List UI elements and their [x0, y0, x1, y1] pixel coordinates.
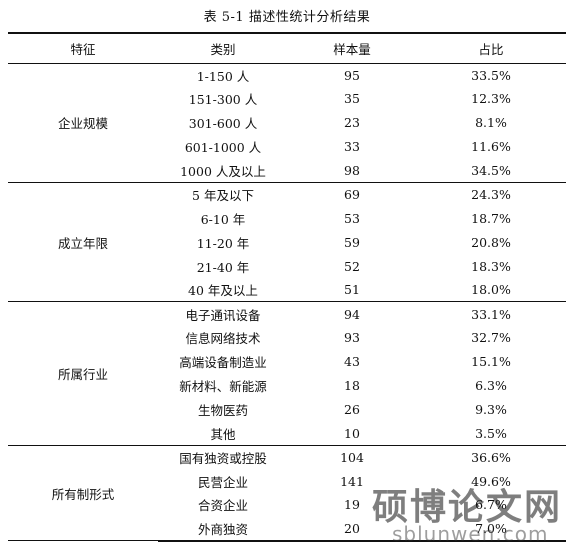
sample-size-cell: 19	[344, 497, 360, 513]
group-3: 所有制形式 国有独资或控股 104 36.6% 民营企业 141 49.6% 合资企业 19 6.…	[8, 445, 566, 542]
group-label: 所属行业	[8, 301, 158, 446]
group-2: 所属行业 电子通讯设备 94 33.1% 信息网络技术 93 32.7% 高端设备制造业 43 1…	[8, 301, 566, 446]
percentage-cell: 18.0%	[416, 278, 566, 303]
category-cell: 6-10 年	[200, 211, 246, 227]
sample-size-cell: 98	[288, 158, 416, 183]
category-cell: 电子通讯设备	[185, 307, 261, 323]
sample-size-cell: 93	[344, 330, 360, 346]
category-cell: 5 年及以下	[192, 188, 254, 204]
table-row: 高端设备制造业 43 15.1%	[8, 350, 566, 374]
percentage-cell: 18.3%	[471, 258, 511, 274]
sample-size-cell: 33	[344, 139, 360, 155]
table-row: 40 年及以上 51 18.0%	[8, 278, 566, 303]
sample-size-cell: 104	[340, 449, 364, 465]
sample-size-cell: 23	[344, 115, 360, 131]
percentage-cell: 9.3%	[475, 401, 507, 417]
table-row: 合资企业 19 6.7%	[8, 493, 566, 517]
category-cell: 生物医药	[197, 402, 248, 418]
sample-size-cell: 59	[344, 234, 360, 250]
sample-size-cell: 20	[288, 516, 416, 542]
category-cell: 40 年及以上	[158, 278, 288, 303]
percentage-cell: 6.7%	[475, 497, 507, 513]
group-1: 成立年限 5 年及以下 69 24.3% 6-10 年 53 18.7% 11-20 年 59 2…	[8, 182, 566, 303]
percentage-cell: 49.6%	[471, 473, 511, 489]
descriptive-stats-table: 特征 类别 样本量 占比 企业规模 1-150 人 95 33.5% 151-300 人…	[8, 32, 566, 542]
category-cell: 21-40 年	[196, 259, 250, 275]
percentage-cell: 33.1%	[471, 306, 511, 322]
group-0: 企业规模 1-150 人 95 33.5% 151-300 人 35 12.3% 301-60…	[8, 63, 566, 183]
table-row: 1000 人及以上 98 34.5%	[8, 158, 566, 183]
category-cell: 信息网络技术	[185, 331, 261, 347]
percentage-cell: 24.3%	[471, 187, 511, 203]
percentage-cell: 32.7%	[471, 330, 511, 346]
sample-size-cell: 94	[344, 306, 360, 322]
table-row: 21-40 年 52 18.3%	[8, 254, 566, 278]
category-cell: 新材料、新能源	[179, 379, 267, 395]
category-cell: 151-300 人	[188, 92, 258, 108]
table-row: 所属行业 电子通讯设备 94 33.1%	[8, 301, 566, 446]
sample-size-cell: 51	[288, 278, 416, 303]
sample-size-cell: 26	[344, 401, 360, 417]
percentage-cell: 18.7%	[471, 210, 511, 226]
table-row: 企业规模 1-150 人 95 33.5%	[8, 63, 566, 183]
percentage-cell: 15.1%	[471, 354, 511, 370]
group-label: 所有制形式	[8, 445, 158, 542]
table-row: 外商独资 20 7.0%	[8, 516, 566, 542]
sample-size-cell: 18	[344, 378, 360, 394]
table-caption: 表 5-1 描述性统计分析结果	[203, 10, 371, 25]
category-cell: 高端设备制造业	[179, 355, 267, 371]
percentage-cell: 3.5%	[416, 421, 566, 446]
sample-size-cell: 95	[344, 67, 360, 83]
percentage-cell: 36.6%	[471, 449, 511, 465]
category-cell: 民营企业	[197, 474, 248, 490]
sample-size-cell: 69	[344, 187, 360, 203]
table-row: 601-1000 人 33 11.6%	[8, 135, 566, 159]
header-category: 类别	[158, 32, 288, 64]
category-cell: 301-600 人	[188, 116, 258, 132]
category-cell: 601-1000 人	[184, 140, 262, 156]
table-row: 6-10 年 53 18.7%	[8, 206, 566, 230]
table-row: 11-20 年 59 20.8%	[8, 230, 566, 254]
table-row: 民营企业 141 49.6%	[8, 469, 566, 493]
table-row: 成立年限 5 年及以下 69 24.3%	[8, 182, 566, 303]
table-row: 其他 10 3.5%	[8, 421, 566, 446]
percentage-cell: 33.5%	[471, 67, 511, 83]
percentage-cell: 20.8%	[471, 234, 511, 250]
table-row: 301-600 人 23 8.1%	[8, 111, 566, 135]
category-cell: 外商独资	[158, 516, 288, 542]
header-sample-size: 样本量	[288, 32, 416, 64]
table-row: 信息网络技术 93 32.7%	[8, 326, 566, 350]
header-row: 特征 类别 样本量 占比	[8, 32, 566, 64]
sample-size-cell: 10	[288, 421, 416, 446]
table-row: 生物医药 26 9.3%	[8, 397, 566, 421]
percentage-cell: 6.3%	[475, 378, 507, 394]
header-percentage: 占比	[416, 32, 566, 64]
group-label: 企业规模	[8, 63, 158, 183]
sample-size-cell: 141	[340, 473, 364, 489]
table-row: 所有制形式 国有独资或控股 104 36.6%	[8, 445, 566, 542]
percentage-cell: 11.6%	[471, 139, 511, 155]
group-label: 成立年限	[8, 182, 158, 303]
table-row: 151-300 人 35 12.3%	[8, 87, 566, 111]
header-feature: 特征	[8, 32, 158, 64]
category-cell: 其他	[158, 421, 288, 446]
category-cell: 1-150 人	[196, 68, 250, 84]
category-cell: 11-20 年	[196, 235, 250, 251]
percentage-cell: 8.1%	[475, 115, 507, 131]
percentage-cell: 34.5%	[416, 158, 566, 183]
percentage-cell: 7.0%	[416, 516, 566, 542]
sample-size-cell: 53	[344, 210, 360, 226]
category-cell: 合资企业	[197, 498, 248, 514]
category-cell: 国有独资或控股	[179, 450, 267, 466]
percentage-cell: 12.3%	[471, 91, 511, 107]
sample-size-cell: 35	[344, 91, 360, 107]
sample-size-cell: 43	[344, 354, 360, 370]
category-cell: 1000 人及以上	[158, 158, 288, 183]
table-row: 新材料、新能源 18 6.3%	[8, 374, 566, 398]
sample-size-cell: 52	[344, 258, 360, 274]
